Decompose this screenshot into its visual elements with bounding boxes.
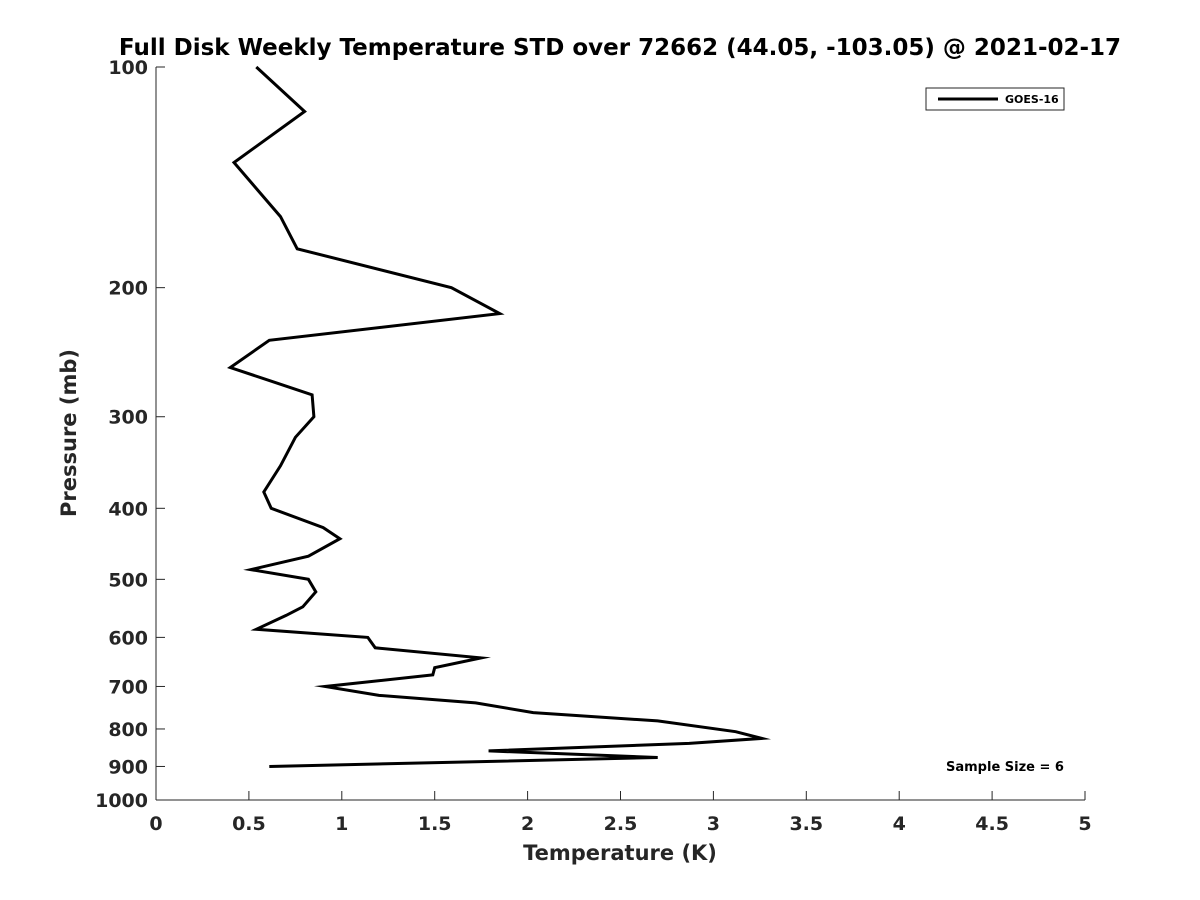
x-tick-label: 2 [521,813,534,835]
y-tick-label: 400 [108,498,148,520]
x-tick-label: 3.5 [789,813,823,835]
y-tick-label: 600 [108,627,148,649]
series-line-goes-16 [226,65,772,768]
y-tick-label: 200 [108,278,148,300]
chart-title: Full Disk Weekly Temperature STD over 72… [119,35,1121,61]
x-tick-label: 4.5 [975,813,1009,835]
x-tick-label: 5 [1078,813,1091,835]
plot-area: 0 0.5 1 1.5 2 2.5 3 3.5 4 4.5 5 100 200 300 400 500 600 7… [95,57,1092,835]
x-tick-label: 1 [335,813,348,835]
y-tick-label: 1000 [95,790,148,812]
x-tick-label: 3 [707,813,720,835]
x-axis-label: Temperature (K) [523,841,717,865]
y-tick-label: 300 [108,407,148,429]
x-tick-label: 2.5 [604,813,638,835]
y-tick-label: 900 [108,756,148,778]
legend-entry-label: GOES-16 [1005,93,1059,106]
y-axis-label: Pressure (mb) [57,349,81,517]
x-tick-label: 1.5 [418,813,452,835]
y-tick-label: 700 [108,676,148,698]
legend: GOES-16 [925,87,1065,111]
x-tick-label: 0 [149,813,162,835]
x-tick-label: 0.5 [232,813,266,835]
y-tick-label: 100 [108,57,148,79]
x-tick-label: 4 [893,813,906,835]
y-tick-label: 500 [108,569,148,591]
y-tick-label: 800 [108,719,148,741]
sample-size-annotation: Sample Size = 6 [946,760,1064,775]
